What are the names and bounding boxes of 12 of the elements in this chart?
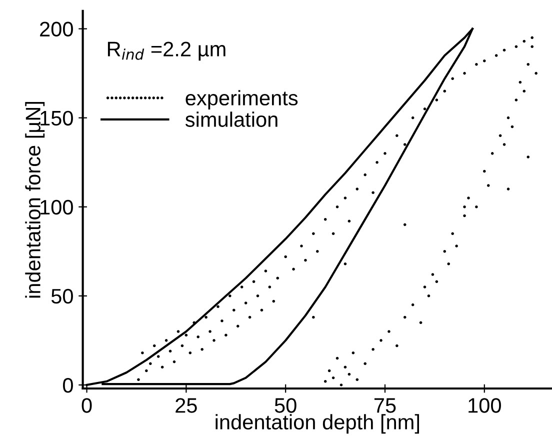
- y-tick-label: 50: [51, 288, 73, 304]
- x-tick-label: 100: [468, 398, 501, 413]
- legend-label: experiments: [186, 90, 298, 110]
- x-tick-label: 25: [176, 398, 197, 413]
- annotation: R$_{ind}$ =2.2 µm: [108, 42, 226, 61]
- x-axis-title: indentation depth [nm]: [216, 414, 420, 434]
- x-tick-label: 0: [82, 398, 92, 413]
- legend-label: simulation: [185, 112, 278, 127]
- x-tick-label: 75: [374, 398, 396, 413]
- x-tick-label: 50: [274, 398, 296, 413]
- y-tick-label: 0: [63, 378, 73, 393]
- y-tick-label: 200: [40, 22, 73, 37]
